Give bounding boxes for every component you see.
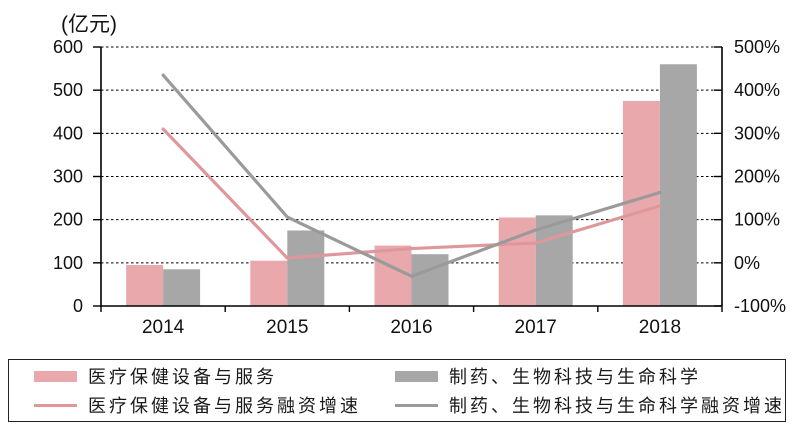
pink-line-swatch-icon — [34, 403, 77, 407]
left-axis-tick-label: 0 — [73, 296, 83, 316]
bar-gray-2015 — [287, 230, 325, 306]
legend-label: 制药、生物科技与生命科学融资增速 — [449, 396, 785, 416]
legend-column-right: 制药、生物科技与生命科学 制药、生物科技与生命科学融资增速 — [371, 360, 785, 421]
chart-canvas: 0 100 200 300 400 500 600 -100% 0% 100% 200% 300% 40… — [53, 37, 786, 338]
legend-item-gray-bar: 制药、生物科技与生命科学 — [395, 363, 785, 389]
left-axis-tick-label: 100 — [53, 253, 83, 273]
legend-label: 医疗保健设备与服务 — [88, 367, 277, 387]
left-axis-unit-label: (亿元) — [61, 13, 117, 36]
legend-item-pink-line: 医疗保健设备与服务融资增速 — [34, 392, 371, 418]
bar-pink-2014 — [126, 264, 164, 306]
x-axis-category-label: 2014 — [142, 317, 185, 338]
bar-pink-2015 — [250, 260, 288, 306]
right-axis-tick-label: 200% — [734, 167, 780, 187]
bar-pink-2016 — [374, 245, 412, 306]
right-axis-tick-label: 100% — [734, 210, 780, 230]
gray-bar-swatch-icon — [395, 370, 438, 382]
pink-bar-swatch-icon — [34, 370, 77, 382]
legend-column-left: 医疗保健设备与服务 医疗保健设备与服务融资增速 — [9, 360, 371, 421]
bar-gray-2016 — [411, 254, 449, 306]
left-axis-tick-label: 400 — [53, 123, 83, 143]
legend-label: 医疗保健设备与服务融资增速 — [88, 396, 361, 416]
chart-legend: 医疗保健设备与服务 医疗保健设备与服务融资增速 制药、生物科技与生命科学 制药、… — [8, 359, 786, 422]
x-axis-category-label: 2017 — [515, 317, 557, 338]
legend-item-pink-bar: 医疗保健设备与服务 — [34, 363, 371, 389]
growth-line-gray — [161, 73, 662, 278]
right-axis-tick-label: 500% — [734, 37, 780, 57]
x-axis-category-label: 2015 — [266, 317, 308, 338]
x-axis-category-label: 2018 — [639, 317, 681, 338]
legend-label: 制药、生物科技与生命科学 — [449, 367, 701, 387]
x-axis-category-label: 2016 — [390, 317, 432, 338]
right-axis-tick-label: -100% — [734, 296, 786, 316]
right-axis-tick-label: 400% — [734, 80, 780, 100]
right-axis-tick-label: 0% — [734, 253, 760, 273]
left-axis-tick-label: 500 — [53, 80, 83, 100]
bar-gray-2014 — [163, 269, 201, 306]
legend-item-gray-line: 制药、生物科技与生命科学融资增速 — [395, 392, 785, 418]
bar-gray-2017 — [535, 215, 573, 306]
left-axis-tick-label: 200 — [53, 210, 83, 230]
growth-line-pink — [161, 127, 662, 260]
gray-line-swatch-icon — [395, 403, 438, 407]
bar-pink-2018 — [622, 100, 660, 306]
bar-gray-2018 — [659, 64, 697, 307]
left-axis-tick-label: 300 — [53, 167, 83, 187]
left-axis-tick-label: 600 — [53, 37, 83, 57]
right-axis-tick-label: 300% — [734, 123, 780, 143]
